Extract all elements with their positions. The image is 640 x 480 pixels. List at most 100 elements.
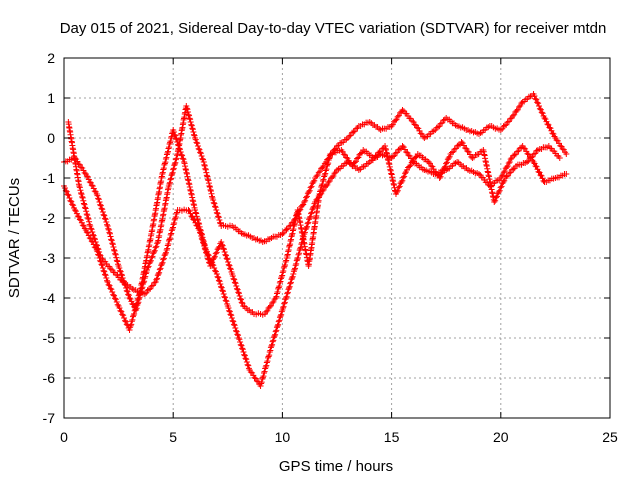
data-point	[242, 355, 249, 362]
data-point	[190, 131, 197, 138]
data-point	[156, 266, 163, 273]
data-point	[392, 117, 399, 124]
data-point	[171, 161, 178, 167]
data-point	[238, 342, 245, 349]
data-point	[530, 151, 537, 158]
data-point	[227, 311, 234, 318]
data-point	[78, 219, 85, 226]
data-point	[186, 115, 193, 122]
data-point	[280, 264, 287, 271]
data-point	[269, 341, 276, 348]
data-point	[293, 260, 300, 267]
data-point	[297, 245, 304, 252]
data-point	[230, 321, 237, 328]
data-point	[272, 328, 279, 335]
data-point	[547, 125, 554, 132]
data-point	[302, 197, 309, 204]
y-tick-label: 2	[47, 50, 55, 66]
data-point	[227, 265, 234, 272]
data-point	[505, 118, 512, 125]
plot-frame	[63, 57, 611, 419]
data-point	[549, 130, 556, 137]
data-point	[262, 364, 269, 371]
x-tick-label: 0	[60, 429, 68, 445]
data-point	[450, 148, 457, 155]
data-point	[170, 165, 177, 172]
data-point	[442, 163, 449, 170]
data-point	[166, 236, 173, 243]
data-point	[216, 217, 223, 223]
data-point	[273, 327, 280, 334]
data-point	[222, 297, 229, 304]
data-point	[110, 244, 117, 251]
data-point	[100, 267, 107, 274]
data-point	[213, 271, 220, 277]
data-point	[292, 265, 299, 272]
data-point	[322, 170, 329, 177]
data-point	[193, 213, 200, 220]
data-point	[532, 162, 539, 169]
data-point	[286, 283, 293, 290]
axes: 0 5 10 15 20 25 -7 -6 -5 -4 -3 -2 -1 0 1 2	[43, 50, 618, 445]
data-point	[325, 160, 332, 167]
data-point	[343, 136, 350, 143]
data-point	[288, 276, 295, 283]
x-tick-label: 5	[169, 429, 177, 445]
data-point	[557, 142, 564, 149]
data-point	[195, 145, 202, 152]
data-point	[231, 276, 238, 283]
data-point	[128, 318, 135, 325]
data-point	[223, 252, 230, 259]
data-point	[311, 177, 318, 184]
data-point	[434, 171, 441, 178]
data-point	[303, 194, 310, 201]
data-point	[221, 293, 228, 300]
data-point	[230, 275, 237, 282]
data-point	[296, 247, 303, 254]
data-point	[235, 290, 242, 297]
data-point	[445, 155, 452, 161]
data-point	[65, 192, 72, 199]
data-point	[215, 213, 222, 220]
data-point	[266, 348, 273, 355]
data-point	[218, 241, 225, 248]
data-point	[84, 173, 91, 180]
data-point	[161, 160, 168, 167]
data-point	[534, 99, 541, 106]
data-point	[215, 214, 222, 221]
data-point	[294, 254, 301, 261]
data-point	[217, 281, 224, 287]
data-point	[496, 187, 503, 194]
data-point	[99, 262, 106, 269]
data-point	[80, 197, 87, 204]
data-point	[271, 333, 278, 339]
data-point	[409, 158, 416, 165]
data-point	[324, 161, 331, 168]
data-point	[372, 153, 379, 160]
data-point	[233, 283, 240, 289]
data-point	[396, 183, 403, 190]
data-point	[325, 179, 332, 186]
data-point	[531, 160, 538, 167]
data-point	[205, 180, 212, 187]
data-point	[350, 129, 357, 135]
data-point	[149, 253, 156, 260]
data-point	[291, 266, 298, 273]
data-point	[214, 210, 221, 217]
data-point	[530, 159, 537, 165]
data-point	[194, 223, 201, 230]
data-point	[306, 187, 313, 194]
data-point	[173, 210, 180, 217]
data-point	[194, 140, 201, 147]
data-point	[105, 226, 112, 233]
data-point	[174, 141, 181, 148]
data-point	[95, 195, 102, 202]
data-point	[169, 225, 176, 232]
data-point	[99, 206, 106, 213]
data-point	[544, 121, 551, 128]
data-point	[297, 244, 304, 251]
data-point	[279, 272, 286, 279]
data-point	[277, 313, 284, 319]
data-point	[394, 113, 401, 120]
data-point	[294, 256, 301, 263]
